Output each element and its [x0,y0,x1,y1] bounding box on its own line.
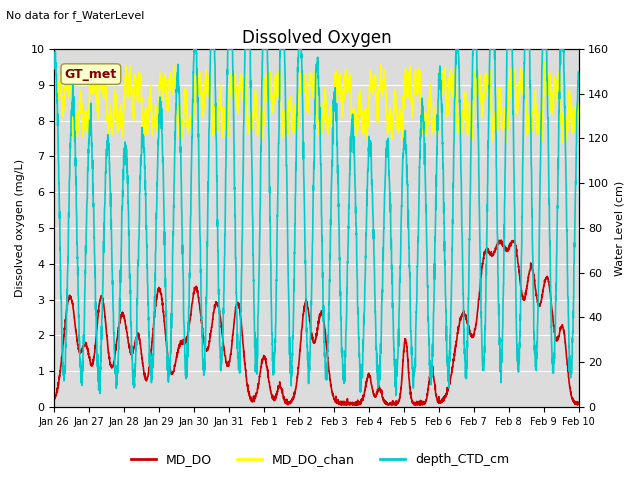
Legend: MD_DO, MD_DO_chan, depth_CTD_cm: MD_DO, MD_DO_chan, depth_CTD_cm [126,448,514,471]
Title: Dissolved Oxygen: Dissolved Oxygen [242,29,391,48]
Text: GT_met: GT_met [65,68,117,81]
Text: No data for f_WaterLevel: No data for f_WaterLevel [6,10,145,21]
Y-axis label: Dissolved oxygen (mg/L): Dissolved oxygen (mg/L) [15,159,25,297]
Y-axis label: Water Level (cm): Water Level (cm) [615,180,625,276]
